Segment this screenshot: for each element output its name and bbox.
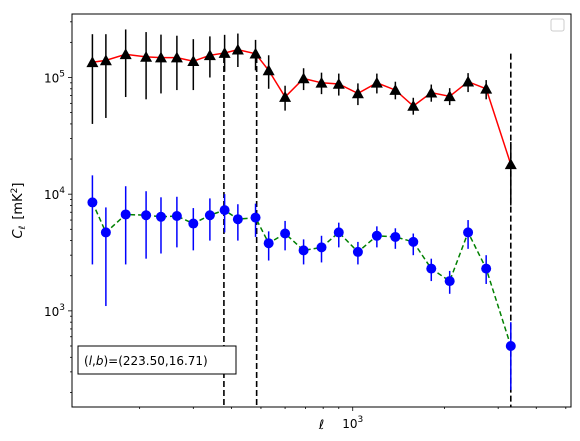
data-point bbox=[425, 86, 438, 98]
data-point bbox=[390, 231, 401, 242]
y-tick-label: 103 bbox=[44, 303, 65, 319]
data-point bbox=[504, 158, 517, 170]
data-point bbox=[218, 47, 231, 58]
data-point bbox=[170, 51, 183, 63]
data-point bbox=[155, 211, 166, 222]
annotation-box bbox=[77, 345, 237, 375]
data-point bbox=[187, 55, 200, 66]
x-axis-label: ℓ bbox=[318, 418, 324, 433]
data-point bbox=[408, 236, 419, 247]
annotation-layer: (l,b)=(223.50,16.71) bbox=[77, 345, 237, 375]
series-layer bbox=[86, 29, 517, 390]
data-point bbox=[370, 76, 383, 88]
y-tick-label: 104 bbox=[44, 186, 65, 202]
data-point bbox=[352, 246, 363, 257]
data-point bbox=[351, 87, 364, 99]
data-point bbox=[119, 48, 132, 60]
data-point bbox=[232, 214, 243, 225]
data-point bbox=[219, 205, 230, 216]
data-point bbox=[444, 276, 455, 287]
data-point bbox=[171, 211, 182, 222]
data-point bbox=[231, 43, 244, 55]
series-line bbox=[92, 48, 512, 165]
data-point bbox=[262, 64, 275, 76]
data-point bbox=[250, 212, 261, 223]
series-line bbox=[91, 202, 512, 347]
legend-layer bbox=[550, 18, 565, 32]
annotation-text: (l,b)=(223.50,16.71) bbox=[84, 354, 208, 368]
data-point bbox=[443, 90, 456, 102]
data-point bbox=[333, 227, 344, 238]
data-point bbox=[481, 263, 492, 274]
data-point bbox=[297, 72, 310, 84]
y-axis-label: Cℓ[mK2] bbox=[10, 183, 28, 239]
data-point bbox=[140, 50, 153, 62]
data-point bbox=[249, 47, 262, 59]
data-point bbox=[87, 197, 98, 208]
data-point bbox=[463, 227, 474, 238]
data-point bbox=[332, 77, 345, 89]
data-point bbox=[100, 227, 111, 238]
data-point bbox=[154, 51, 167, 63]
data-point bbox=[141, 210, 152, 221]
axis-labels-layer: 103 104 105 103 ℓ Cℓ[mK2] bbox=[10, 69, 363, 433]
data-point bbox=[480, 82, 493, 94]
y-tick-label: 105 bbox=[44, 69, 65, 85]
data-point bbox=[389, 84, 402, 95]
data-point bbox=[426, 263, 437, 274]
data-point bbox=[280, 228, 291, 239]
data-point bbox=[86, 56, 99, 68]
data-point bbox=[462, 75, 475, 87]
data-point bbox=[298, 245, 309, 256]
data-point bbox=[505, 340, 516, 351]
data-point bbox=[120, 209, 131, 220]
x-tick-label: 103 bbox=[342, 415, 363, 431]
data-point bbox=[203, 49, 216, 61]
data-point bbox=[279, 91, 292, 102]
data-point bbox=[99, 54, 112, 66]
data-point bbox=[407, 99, 420, 111]
data-point bbox=[316, 242, 327, 253]
series-circles bbox=[87, 175, 516, 390]
plot-frame bbox=[71, 13, 572, 408]
data-point bbox=[204, 210, 215, 221]
legend-box bbox=[550, 18, 565, 32]
data-point bbox=[371, 230, 382, 241]
series-triangles bbox=[86, 29, 517, 206]
ticks-layer bbox=[68, 21, 567, 411]
data-point bbox=[263, 238, 274, 249]
data-point bbox=[188, 218, 199, 229]
data-point bbox=[315, 76, 328, 88]
